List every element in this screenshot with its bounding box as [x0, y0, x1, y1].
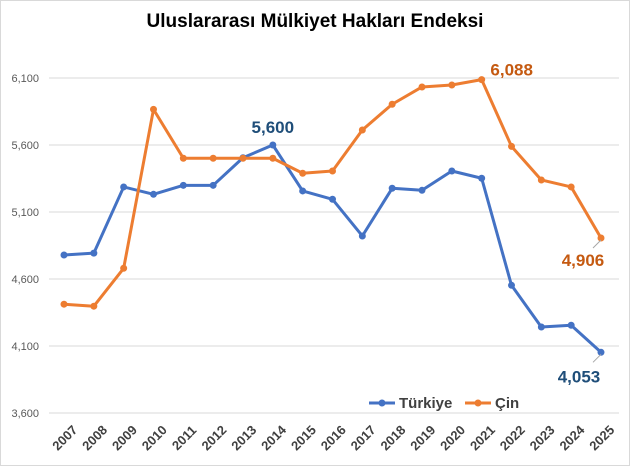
x-tick-label: 2014	[258, 422, 290, 454]
y-tick-label: 5,600	[11, 140, 39, 152]
data-point	[358, 126, 366, 134]
legend-marker	[474, 399, 482, 407]
x-tick-label: 2008	[79, 422, 110, 453]
data-point	[537, 323, 545, 331]
y-tick-label: 5,100	[11, 207, 39, 219]
data-point	[537, 176, 545, 184]
leader-line	[592, 239, 602, 249]
data-point	[388, 184, 396, 192]
leader-line	[592, 353, 602, 363]
x-tick-label: 2022	[497, 422, 528, 453]
data-point	[329, 167, 336, 175]
data-point	[120, 183, 128, 191]
data-point	[299, 187, 307, 195]
x-tick-label: 2013	[228, 422, 259, 453]
x-tick-label: 2021	[467, 422, 498, 453]
x-tick-label: 2009	[109, 422, 140, 453]
data-point	[448, 167, 456, 175]
data-point	[60, 300, 68, 308]
x-tick-label: 2024	[556, 422, 588, 454]
data-point	[567, 321, 575, 329]
data-point	[597, 348, 605, 356]
x-tick-label: 2010	[139, 422, 170, 453]
x-tick-label: 2017	[348, 422, 379, 453]
data-point	[90, 302, 98, 310]
y-tick-label: 6,100	[11, 73, 39, 85]
data-point	[179, 154, 187, 162]
data-point	[478, 76, 486, 84]
data-point	[209, 181, 217, 189]
data-point	[448, 81, 456, 89]
data-point	[179, 181, 187, 189]
legend-label: Türkiye	[399, 395, 452, 412]
data-point	[239, 154, 247, 162]
data-point	[329, 195, 336, 203]
data-label: 4,906	[562, 251, 605, 270]
x-tick-label: 2020	[437, 422, 468, 453]
data-point	[388, 100, 396, 108]
x-tick-label: 2007	[49, 422, 80, 453]
legend-label: Çin	[495, 395, 519, 412]
data-point	[269, 141, 277, 149]
data-point	[567, 183, 575, 191]
data-point	[120, 264, 128, 272]
x-tick-label: 2023	[527, 422, 558, 453]
x-tick-label: 2011	[169, 423, 200, 454]
data-label: 4,053	[558, 367, 601, 386]
data-point	[478, 174, 486, 182]
data-point	[597, 234, 605, 242]
data-point	[60, 251, 68, 259]
data-point	[358, 232, 366, 240]
x-tick-label: 2015	[288, 422, 319, 453]
data-label: 6,088	[490, 61, 533, 80]
x-tick-label: 2018	[377, 422, 408, 453]
data-point	[508, 281, 515, 289]
data-label: 5,600	[252, 118, 295, 137]
data-point	[508, 142, 515, 150]
data-point	[299, 169, 307, 177]
series-line-türkiye	[63, 143, 603, 354]
legend-marker	[378, 399, 386, 407]
y-tick-label: 4,600	[11, 274, 39, 286]
data-point	[418, 83, 426, 91]
data-point	[150, 190, 157, 198]
y-tick-label: 4,100	[11, 341, 39, 353]
x-tick-label: 2025	[586, 422, 617, 453]
data-point	[269, 154, 277, 162]
data-point	[90, 249, 98, 257]
x-tick-label: 2012	[198, 422, 229, 453]
data-point	[150, 105, 157, 113]
x-tick-label: 2016	[318, 422, 349, 453]
data-point	[418, 186, 426, 194]
y-tick-label: 3,600	[11, 408, 39, 420]
chart-title: Uluslararası Mülkiyet Hakları Endeksi	[146, 11, 484, 32]
x-tick-label: 2019	[407, 422, 438, 453]
data-point	[209, 154, 217, 162]
